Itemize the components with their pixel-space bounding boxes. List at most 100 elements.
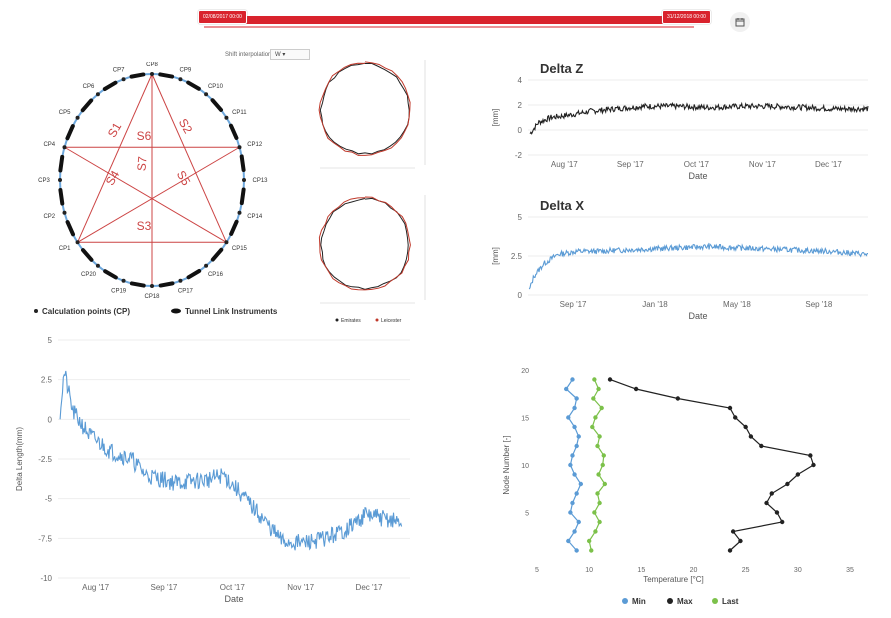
data-point — [590, 424, 595, 430]
series-line — [59, 370, 403, 551]
x-tick-label: Dec '17 — [356, 583, 383, 592]
x-tick-label: Sep '17 — [617, 160, 644, 169]
data-point — [566, 538, 571, 544]
y-tick-label: 2.5 — [511, 252, 523, 261]
date-range-track[interactable] — [200, 16, 698, 24]
data-point — [570, 377, 575, 382]
segment-label: S6 — [137, 129, 152, 143]
y-tick-label: 0 — [48, 415, 53, 424]
calculation-point — [75, 115, 80, 120]
data-point — [572, 424, 577, 430]
data-point — [570, 453, 575, 458]
data-point — [574, 491, 579, 496]
data-point — [607, 377, 613, 382]
data-point — [733, 415, 738, 420]
data-point — [572, 405, 577, 411]
data-point — [572, 529, 577, 534]
y-tick-label: -7.5 — [38, 534, 52, 543]
data-point — [597, 500, 602, 506]
cp-label: CP2 — [43, 214, 55, 220]
segment-label: S2 — [176, 116, 196, 136]
segment-label: S3 — [137, 219, 152, 233]
data-point — [595, 443, 600, 449]
date-range-navigator — [204, 26, 694, 28]
cp-label: CP9 — [180, 68, 192, 74]
calendar-button[interactable] — [730, 12, 750, 32]
data-point — [759, 443, 764, 449]
data-point — [808, 453, 813, 458]
x-tick-label: Nov '17 — [287, 583, 314, 592]
x-axis-label: Date — [688, 171, 707, 181]
segment-label: S7 — [134, 155, 149, 171]
calculation-point — [204, 263, 209, 268]
tunnel-instrument — [158, 72, 175, 79]
tunnel-instrument — [102, 80, 118, 91]
end-date-handle[interactable]: 31/12/2018 00:00 — [662, 10, 711, 24]
x-tick-label: Aug '17 — [82, 583, 109, 592]
segment-label: S4 — [103, 168, 123, 188]
cp-label: CP19 — [111, 288, 127, 294]
data-point — [600, 462, 605, 468]
cp-label: CP18 — [144, 294, 160, 300]
data-point — [564, 386, 569, 392]
data-point — [568, 462, 573, 468]
x-tick-label: Aug '17 — [551, 160, 578, 169]
profile-line — [318, 196, 411, 291]
y-axis-label: Delta Length(mm) — [15, 427, 24, 491]
x-tick-label: 30 — [794, 567, 802, 574]
tunnel-instrument — [158, 281, 175, 288]
data-point — [592, 377, 597, 382]
delta-length-chart: 5 2.5 0 -2.5 -5 -7.5 -10 Aug '17 Sep '17 Oct '17 N… — [15, 336, 410, 604]
x-tick-label: 15 — [637, 567, 645, 574]
profile-legend-label: Leicester — [381, 318, 402, 324]
y-tick-label: 10 — [521, 463, 529, 470]
y-tick-label: 4 — [518, 76, 523, 85]
data-point — [576, 434, 581, 439]
calculation-point — [237, 145, 242, 150]
interpolation-select[interactable]: W ▾ — [270, 49, 310, 60]
start-date-handle[interactable]: 02/08/2017 00:00 — [198, 10, 247, 24]
y-tick-label: 2 — [518, 101, 523, 110]
x-axis-label: Date — [224, 594, 243, 604]
diagram-segment-line — [77, 146, 240, 243]
x-tick-label: 10 — [585, 567, 593, 574]
y-axis-label: Node Number [-] — [502, 435, 511, 494]
tunnel-instrument — [210, 98, 224, 112]
y-tick-label: 20 — [521, 368, 529, 375]
tunnel-instrument — [239, 187, 246, 206]
cp-label: CP17 — [178, 288, 194, 294]
profile-legend-label: Emirates — [341, 318, 361, 324]
data-point — [596, 386, 601, 392]
data-point — [811, 462, 816, 468]
diagram-segment-line — [64, 146, 227, 243]
data-point — [568, 510, 573, 515]
tunnel-instrument — [80, 98, 94, 113]
data-point — [574, 548, 579, 553]
segment-label: S1 — [105, 120, 125, 140]
data-point — [785, 481, 790, 487]
cp-label: CP20 — [81, 272, 97, 278]
data-point — [730, 529, 736, 534]
legend-label: Max — [677, 597, 693, 606]
data-point — [570, 500, 575, 506]
calculation-point — [150, 72, 154, 76]
cp-label: CP6 — [83, 84, 95, 90]
legend-marker — [667, 598, 673, 604]
legend-instrument-marker — [171, 308, 181, 314]
profile-line — [320, 197, 409, 290]
delta-x-chart: Delta X 5 2.5 0 Sep '17 Jan '18 May '18 Sep '18… — [491, 198, 868, 321]
delta-z-chart: Delta Z 4 2 0 -2 Aug '17 Sep '17 Oct '17 Nov '17… — [491, 61, 869, 181]
data-point — [779, 519, 785, 525]
data-point — [586, 538, 592, 544]
calculation-point — [178, 77, 183, 82]
cp-label: CP10 — [208, 84, 224, 90]
x-axis-label: Date — [688, 311, 707, 321]
tunnel-instrument — [58, 187, 65, 206]
x-tick-label: Oct '17 — [220, 583, 246, 592]
temperature-chart: 5 10 15 20 25 30 35 20 15 10 5 Temperature [°C] Node… — [502, 368, 854, 606]
x-tick-label: Nov '17 — [749, 160, 776, 169]
x-tick-label: 5 — [535, 567, 539, 574]
data-point — [764, 500, 769, 506]
cp-label: CP7 — [113, 68, 125, 74]
calculation-point — [150, 284, 154, 288]
